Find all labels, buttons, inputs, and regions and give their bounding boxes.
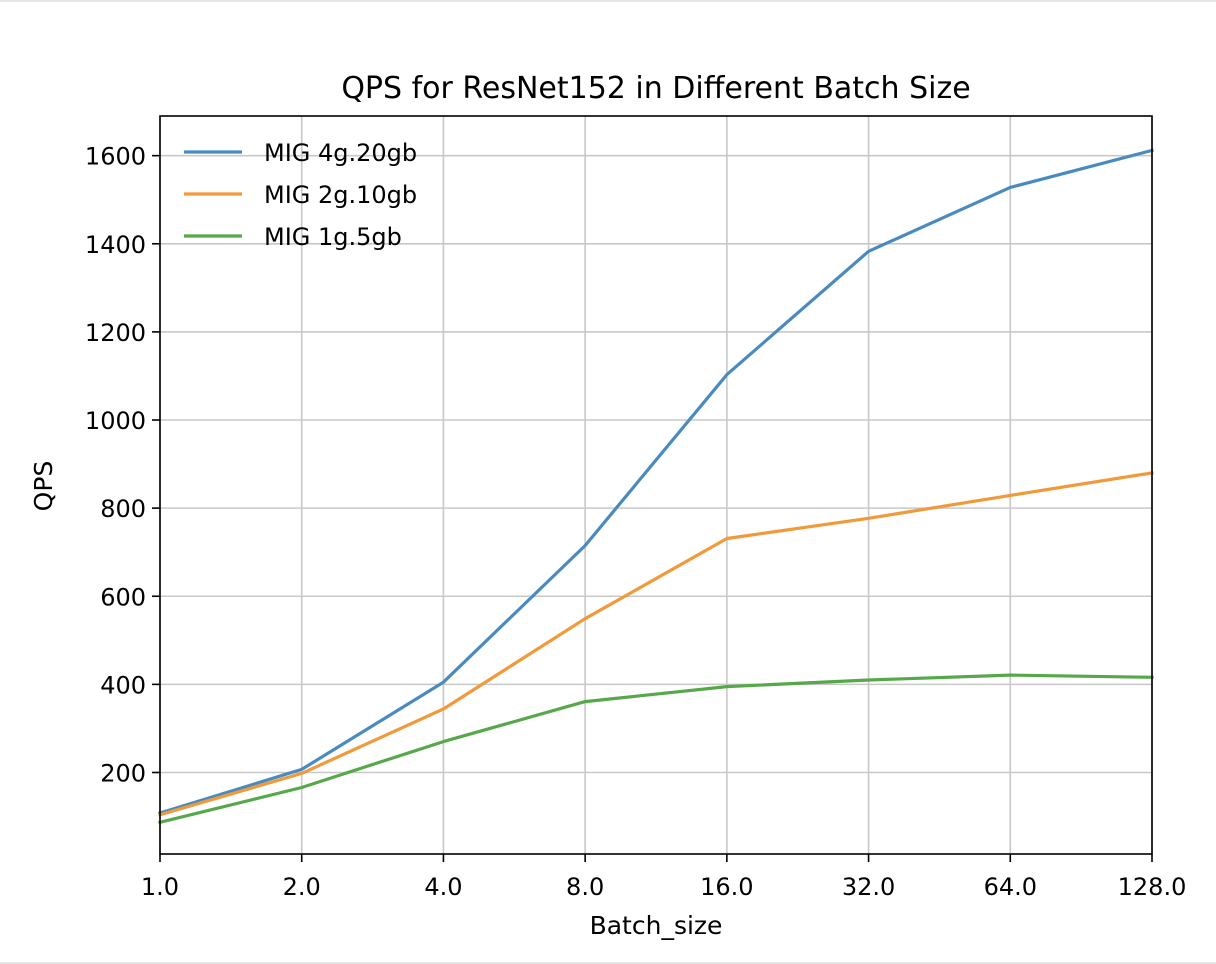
x-tick-label: 32.0: [842, 873, 895, 901]
y-tick-label: 1400: [85, 231, 146, 259]
y-tick-label: 400: [100, 671, 146, 699]
bottom-border: [0, 962, 1216, 964]
x-tick-label: 64.0: [984, 873, 1037, 901]
x-tick-label: 128.0: [1118, 873, 1187, 901]
ticks: 1.0 2.0 4.0 8.0 16.0 32.0 64.0 128.0 200 400 600 80…: [85, 143, 1186, 901]
x-tick-label: 8.0: [566, 873, 604, 901]
x-tick-label: 2.0: [283, 873, 321, 901]
plot-frame: [159, 115, 1153, 855]
legend-label: MIG 2g.10gb: [264, 181, 417, 209]
top-border: [0, 0, 1216, 2]
x-axis-label: Batch_size: [590, 911, 723, 940]
grid: [159, 116, 1153, 854]
legend: MIG 4g.20gb MIG 2g.10gb MIG 1g.5gb: [184, 139, 417, 251]
series-line-3: [158, 673, 1154, 825]
series-lines: [158, 148, 1154, 825]
legend-label: MIG 1g.5gb: [264, 223, 402, 251]
x-tick-label: 16.0: [700, 873, 753, 901]
y-tick-label: 1000: [85, 407, 146, 435]
x-tick-label: 1.0: [141, 873, 179, 901]
y-tick-label: 1600: [85, 143, 146, 171]
series-line-1: [158, 148, 1154, 815]
y-tick-label: 800: [100, 495, 146, 523]
chart-title: QPS for ResNet152 in Different Batch Siz…: [341, 71, 970, 106]
y-tick-label: 200: [100, 759, 146, 787]
y-axis-label: QPS: [29, 461, 58, 512]
series-line-2: [158, 471, 1154, 817]
y-tick-label: 600: [100, 583, 146, 611]
legend-label: MIG 4g.20gb: [264, 139, 417, 167]
y-tick-label: 1200: [85, 319, 146, 347]
x-tick-label: 4.0: [424, 873, 462, 901]
